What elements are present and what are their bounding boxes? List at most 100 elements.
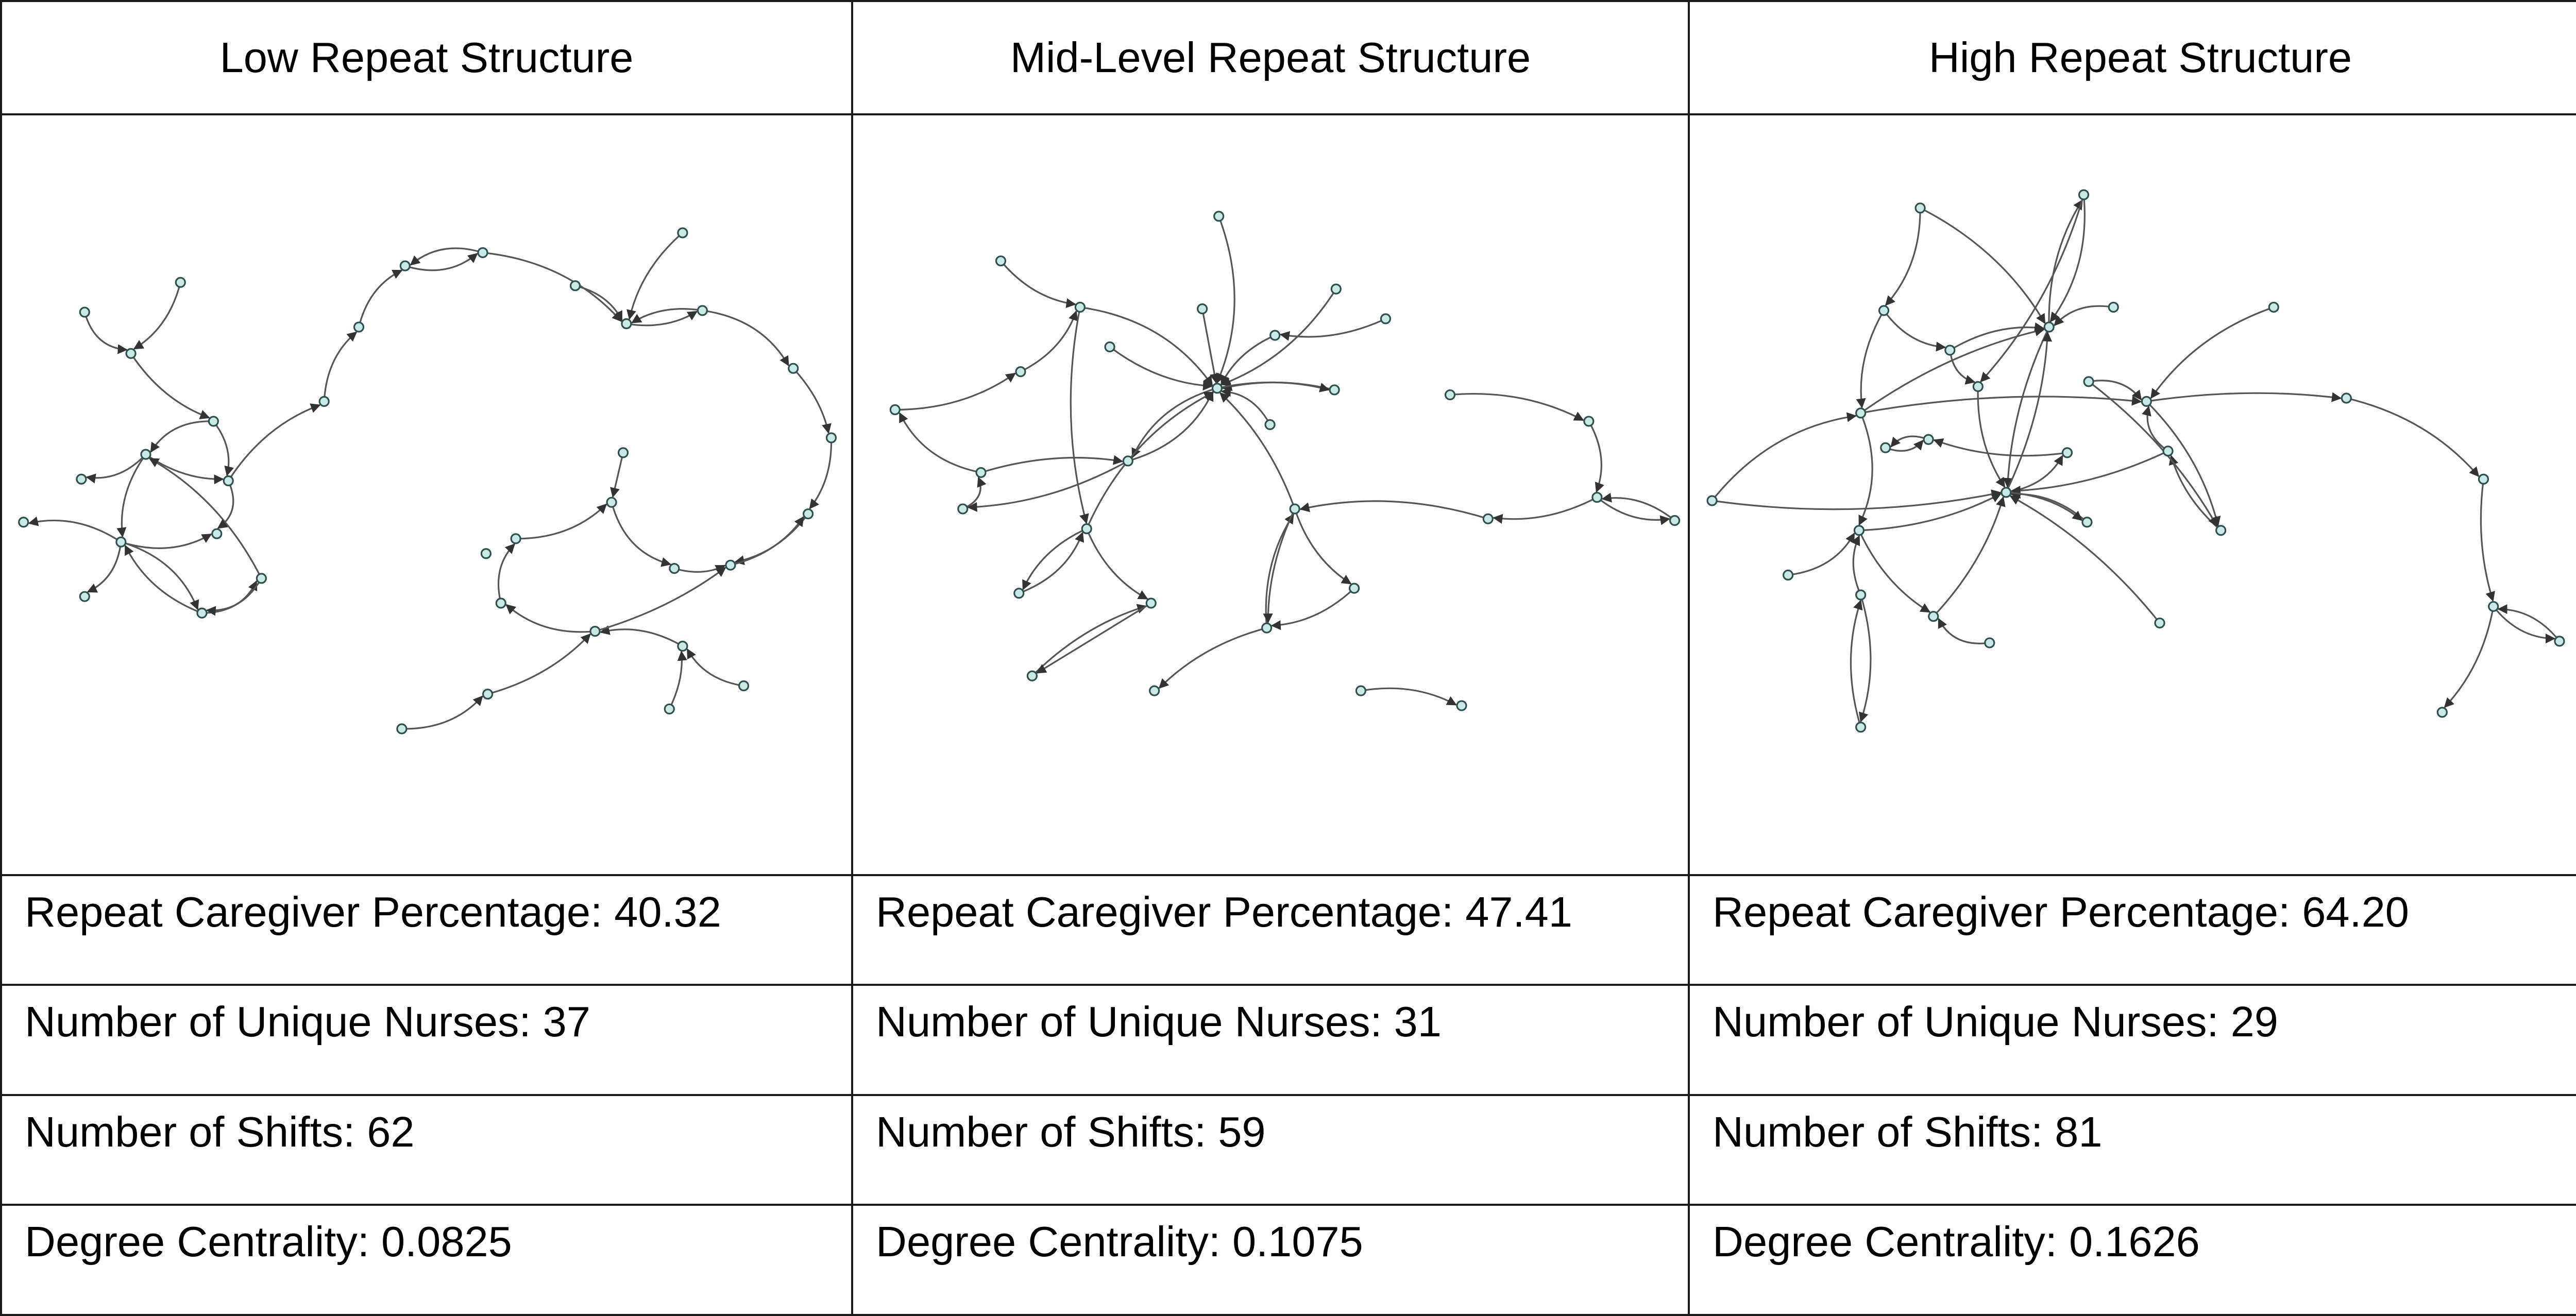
network-edge	[401, 695, 483, 730]
network-edge	[1131, 387, 1217, 458]
network-edge	[497, 543, 515, 603]
network-node	[1264, 419, 1276, 430]
network-edge	[2444, 606, 2495, 708]
network-node	[79, 306, 90, 318]
network-edge	[2346, 397, 2480, 477]
network-edge	[2006, 491, 2083, 521]
network-edge	[1450, 392, 1584, 421]
metric-row-repeat-percentage: Repeat Caregiver Percentage: 40.32 Repea…	[0, 874, 2576, 986]
network-node	[477, 247, 488, 258]
network-edge	[2088, 381, 2218, 527]
network-edge	[1216, 215, 1235, 384]
network-edge	[1086, 528, 1148, 600]
degree-centrality-mid: Degree Centrality: 0.1075	[876, 1218, 1363, 1266]
network-edge	[323, 331, 358, 402]
metric-row-unique-nurses: Number of Unique Nurses: 37 Number of Un…	[0, 984, 2576, 1096]
network-edge	[1933, 438, 2067, 456]
network-edge	[130, 352, 210, 419]
network-node	[1081, 523, 1092, 534]
network-edge	[899, 412, 981, 473]
network-node	[738, 680, 750, 691]
network-edge	[809, 437, 833, 509]
network-edge	[1980, 194, 2085, 382]
network-node	[223, 475, 234, 486]
network-edge	[83, 312, 128, 354]
network-edge	[28, 516, 122, 543]
network-node	[482, 688, 494, 699]
network-edge	[1860, 326, 2045, 414]
network-node	[1026, 670, 1038, 681]
network-edge	[1858, 412, 1873, 526]
network-node	[1923, 434, 1934, 445]
network-edge	[1080, 306, 1213, 386]
shifts-mid: Number of Shifts: 59	[876, 1107, 1266, 1156]
network-node	[1330, 283, 1342, 295]
header-row: Low Repeat Structure Mid-Level Repeat St…	[0, 0, 2576, 115]
network-node	[1289, 503, 1300, 515]
network-edge	[1036, 602, 1152, 674]
network-edge	[404, 252, 478, 271]
network-edge	[702, 309, 789, 366]
network-edge	[148, 457, 262, 579]
network-node	[2478, 473, 2489, 485]
network-node	[399, 260, 411, 271]
network-node	[2001, 486, 2012, 498]
network-node	[621, 318, 632, 329]
network-node	[495, 597, 506, 609]
network-edge	[1949, 322, 2045, 351]
network-edge	[1270, 587, 1355, 630]
network-edge	[2003, 326, 2050, 488]
network-edge	[2054, 305, 2114, 326]
network-node	[1122, 455, 1133, 467]
network-node	[788, 363, 799, 374]
network-node	[2268, 301, 2279, 313]
network-node	[2108, 301, 2119, 313]
network-edge	[1788, 532, 1855, 576]
network-edge	[1000, 260, 1076, 308]
network-node	[396, 723, 408, 734]
network-edge	[1222, 381, 1335, 391]
network-node	[589, 625, 601, 637]
metric-row-degree-centrality: Degree Centrality: 0.0825 Degree Central…	[0, 1204, 2576, 1316]
network-edge	[206, 577, 262, 616]
network-edge	[1977, 386, 2006, 488]
network-edge	[611, 502, 672, 567]
network-node	[1583, 415, 1595, 427]
network-node	[1853, 524, 1865, 536]
network-node	[1380, 313, 1392, 324]
network-edge	[86, 453, 147, 483]
network-edge	[2142, 405, 2168, 452]
network-graph-cell-mid	[851, 113, 1690, 876]
network-edge	[1263, 508, 1296, 623]
network-edge	[1361, 687, 1457, 706]
network-node	[76, 473, 87, 485]
network-edge	[2010, 488, 2088, 523]
network-node	[2488, 601, 2499, 612]
repeat-percentage-low: Repeat Caregiver Percentage: 40.32	[25, 887, 721, 936]
network-edge	[686, 648, 744, 687]
network-edge	[1020, 310, 1078, 372]
network-edge	[2048, 199, 2083, 327]
network-node	[1074, 301, 1086, 313]
network-node	[2081, 516, 2093, 527]
network-node	[480, 548, 492, 559]
repeat-percentage-high: Repeat Caregiver Percentage: 64.20	[1713, 887, 2409, 936]
network-edge	[1221, 334, 1276, 385]
network-edge	[1201, 308, 1219, 384]
network-edge	[1022, 527, 1087, 590]
network-node	[2141, 396, 2152, 407]
network-node	[2341, 392, 2352, 404]
network-node	[1482, 513, 1494, 524]
network-node	[677, 227, 688, 238]
network-node	[208, 415, 219, 427]
network-node	[1782, 569, 1794, 580]
network-graph-cell-high	[1688, 113, 2576, 876]
network-edge	[730, 516, 804, 566]
network-node	[1348, 583, 1360, 594]
metric-row-shifts: Number of Shifts: 62 Number of Shifts: 5…	[0, 1093, 2576, 1206]
network-node	[1213, 210, 1225, 221]
network-node	[825, 432, 837, 443]
network-edge	[227, 403, 321, 481]
network-edge	[1588, 420, 1604, 492]
network-edge	[1938, 618, 1990, 644]
